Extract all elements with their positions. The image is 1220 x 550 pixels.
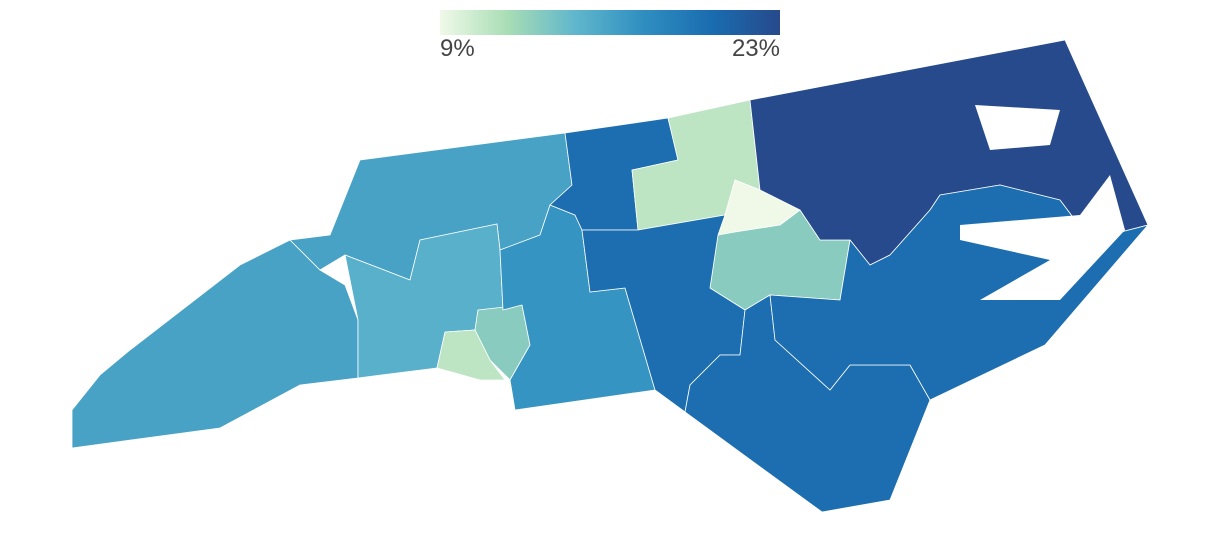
sounds bbox=[960, 105, 1125, 300]
colorbar bbox=[440, 10, 780, 35]
colorbar-tick-label: 9% bbox=[440, 35, 475, 62]
pamlico-sound bbox=[960, 175, 1125, 300]
district bbox=[71, 239, 359, 449]
colorbar-ticks: 9% 23% bbox=[440, 35, 780, 62]
albemarle-sound bbox=[975, 105, 1060, 150]
colorbar-tick-label: 23% bbox=[732, 35, 780, 62]
district bbox=[436, 329, 506, 381]
